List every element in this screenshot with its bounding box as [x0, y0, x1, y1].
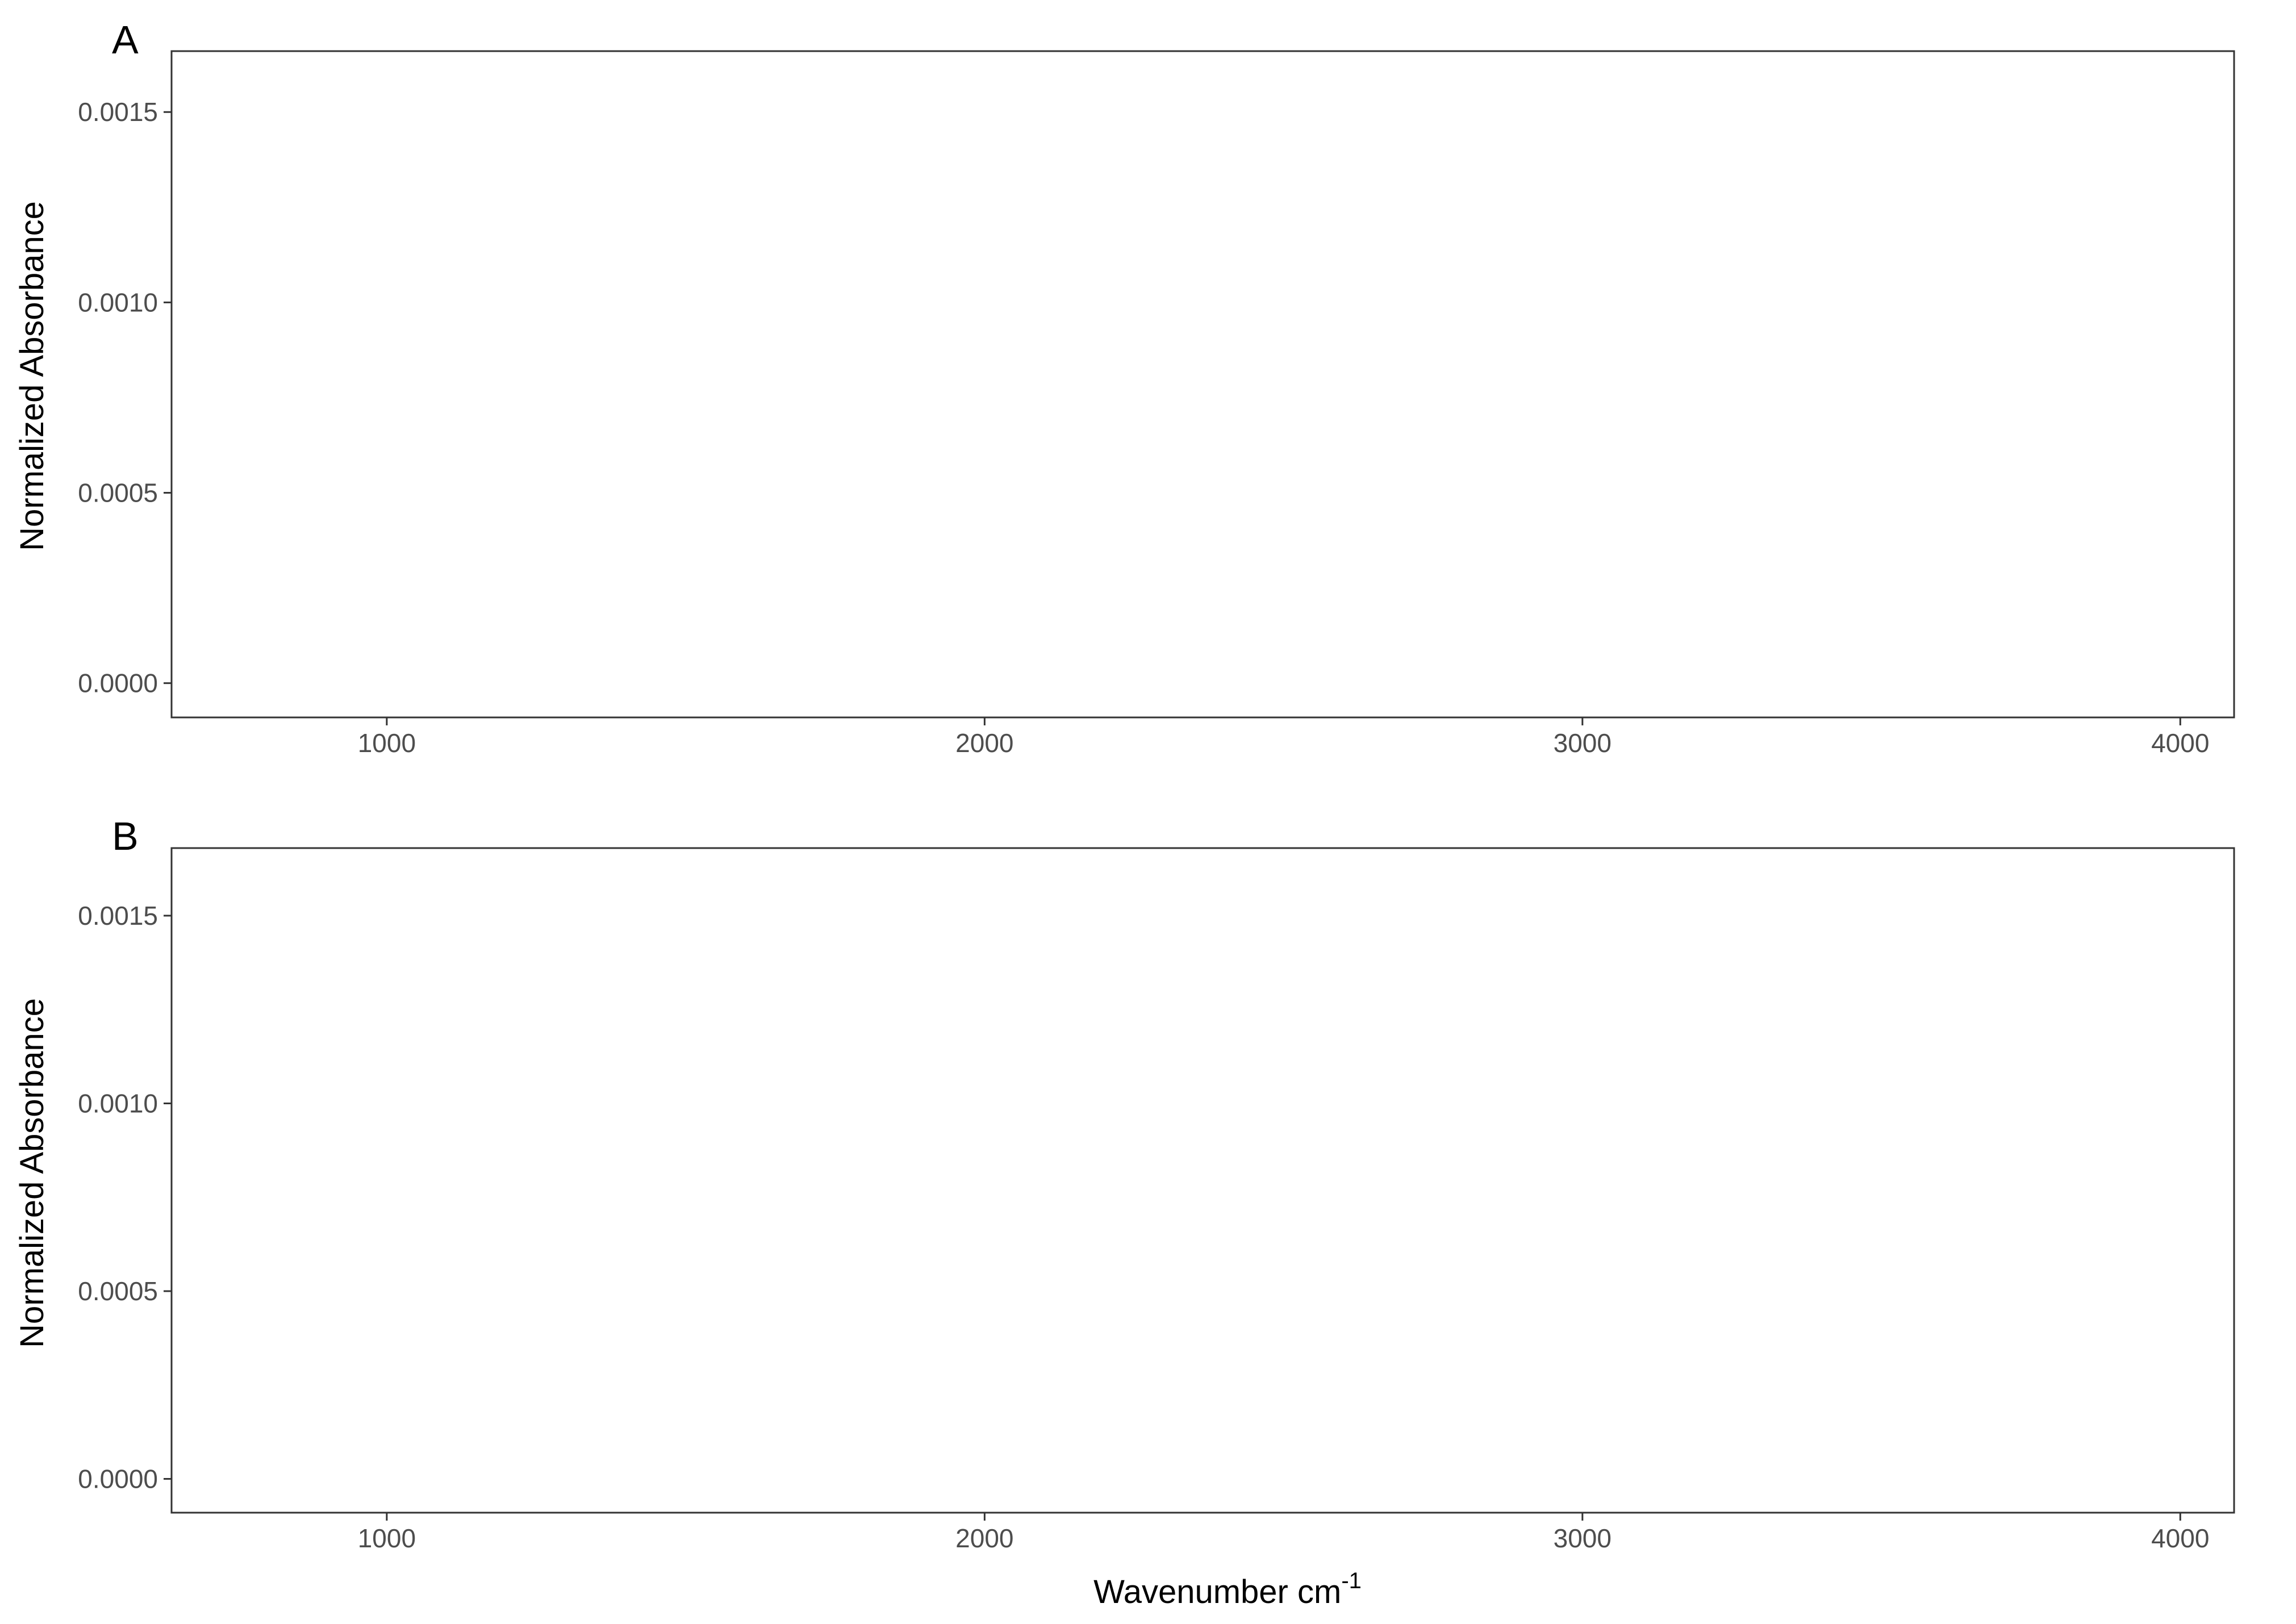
- x-tick-label: 3000: [1554, 1523, 1612, 1553]
- y-tick-label: 0.0000: [78, 669, 158, 698]
- y-tick-label: 0.0010: [78, 1088, 158, 1118]
- panel-tag-b: B: [112, 814, 139, 858]
- x-tick-label: 2000: [955, 728, 1013, 758]
- x-tick-label: 4000: [2151, 728, 2209, 758]
- x-tick-label: 3000: [1554, 728, 1612, 758]
- y-tick-label: 0.0005: [78, 478, 158, 508]
- y-tick-label: 0.0005: [78, 1276, 158, 1306]
- panel-border: [170, 847, 2235, 1514]
- x-axis-title: Wavenumber cm-1: [1093, 1568, 1362, 1610]
- y-tick-label: 0.0015: [78, 901, 158, 930]
- y-tick-label: 0.0015: [78, 97, 158, 127]
- x-tick-label: 1000: [358, 728, 416, 758]
- y-axis-title-a: Normalized Absorbance: [14, 201, 51, 551]
- x-tick-label: 2000: [955, 1523, 1013, 1553]
- x-axis-title-superscript: -1: [1341, 1568, 1362, 1593]
- y-axis-title-b: Normalized Absorbance: [14, 998, 51, 1348]
- x-axis-title-main: Wavenumber cm: [1093, 1573, 1341, 1610]
- panel-b: 1000 2000 3000 4000 0.0000 0.0005 0.0010 0.0015…: [14, 814, 2235, 1553]
- y-tick-label: 0.0010: [78, 287, 158, 317]
- y-tick-label: 0.0000: [78, 1464, 158, 1494]
- x-tick-label: 4000: [2151, 1523, 2209, 1553]
- panel-border: [170, 50, 2235, 719]
- x-tick-label: 1000: [358, 1523, 416, 1553]
- panel-tag-a: A: [112, 18, 139, 62]
- panel-a: 1000 2000 3000 4000 0.0000 0.0005 0.0010 0.0015…: [14, 18, 2235, 758]
